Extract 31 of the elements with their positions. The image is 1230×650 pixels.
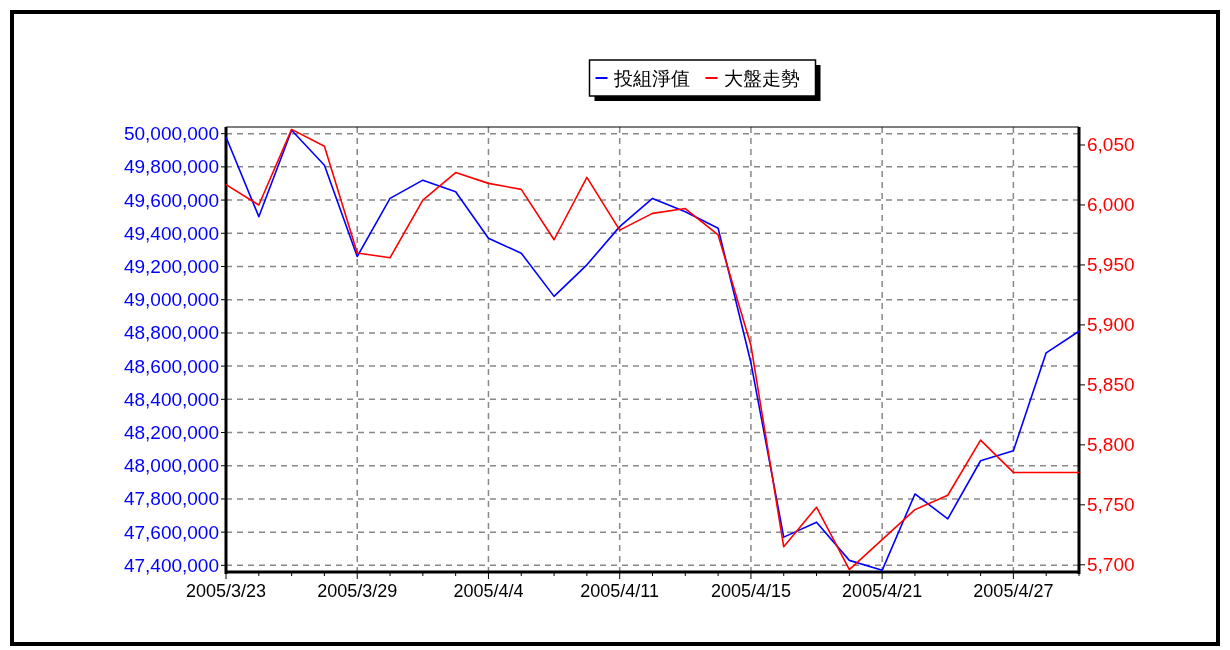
- y-tick-label: 47,400,000: [123, 554, 219, 576]
- x-tick-label: 2005/4/15: [710, 581, 791, 601]
- y-tick-label: 49,800,000: [123, 156, 219, 178]
- y-tick-label: 47,600,000: [123, 521, 219, 543]
- y2-tick-label: 6,000: [1087, 194, 1135, 216]
- y-tick-label: 50,000,000: [123, 123, 219, 145]
- x-tick-label: 2005/3/29: [317, 581, 398, 601]
- y2-tick-label: 5,850: [1087, 374, 1135, 396]
- y2-tick-label: 6,050: [1087, 134, 1135, 156]
- y2-tick-label: 5,750: [1087, 494, 1135, 516]
- y-tick-label: 49,000,000: [123, 289, 219, 311]
- y2-tick-label: 5,800: [1087, 434, 1135, 456]
- y-tick-label: 47,800,000: [123, 488, 219, 510]
- y2-tick-label: 5,900: [1087, 314, 1135, 336]
- x-tick-label: 2005/3/23: [185, 581, 267, 601]
- y-tick-label: 48,400,000: [123, 388, 219, 410]
- x-tick-label: 2005/4/21: [842, 581, 923, 601]
- legend-label: 投組淨值: [612, 67, 690, 89]
- x-tick-label: 2005/4/11: [580, 581, 660, 601]
- y-tick-label: 49,400,000: [123, 222, 219, 244]
- y-tick-label: 48,000,000: [123, 455, 219, 477]
- y-tick-label: 48,200,000: [123, 422, 219, 444]
- y-tick-label: 49,600,000: [123, 189, 219, 211]
- y2-tick-label: 5,950: [1087, 254, 1135, 276]
- x-tick-label: 2005/4/27: [973, 581, 1054, 601]
- legend-label: 大盤走勢: [723, 67, 800, 89]
- y-tick-label: 49,200,000: [123, 255, 219, 277]
- y2-tick-label: 5,700: [1087, 554, 1135, 576]
- x-tick-label: 2005/4/4: [453, 581, 524, 601]
- y-tick-label: 48,800,000: [123, 322, 219, 344]
- y-tick-label: 48,600,000: [123, 355, 219, 377]
